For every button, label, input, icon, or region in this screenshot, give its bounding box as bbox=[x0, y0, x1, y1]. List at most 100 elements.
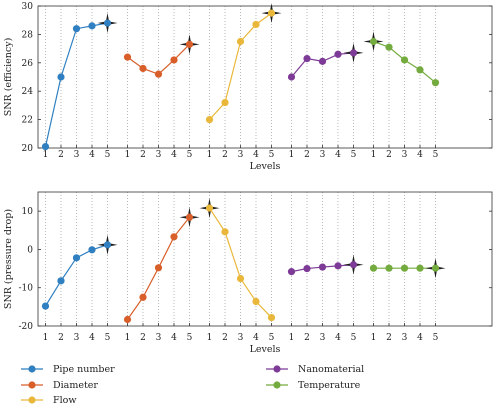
data-point bbox=[252, 20, 260, 29]
data-point bbox=[185, 40, 194, 48]
x-axis-label: Levels bbox=[250, 161, 281, 172]
data-point bbox=[123, 53, 132, 61]
legend-label: Flow bbox=[53, 395, 76, 406]
x-tick-label: 4 bbox=[335, 333, 341, 343]
x-tick-label: 4 bbox=[335, 150, 341, 160]
legend-label: Nanomaterial bbox=[298, 364, 364, 375]
data-point bbox=[303, 54, 311, 63]
data-point bbox=[385, 43, 393, 51]
data-point bbox=[103, 241, 112, 249]
series-nanomaterial bbox=[287, 42, 364, 81]
data-point bbox=[416, 264, 424, 272]
y-tick-label: 24 bbox=[22, 87, 34, 97]
data-point bbox=[41, 142, 50, 151]
x-tick-label: 5 bbox=[269, 150, 275, 160]
data-point bbox=[400, 56, 409, 64]
x-tick-label: 3 bbox=[402, 333, 408, 343]
data-point bbox=[57, 73, 65, 81]
y-tick-label: 28 bbox=[22, 30, 34, 40]
x-tick-label: 5 bbox=[187, 150, 193, 160]
x-tick-label: 2 bbox=[140, 333, 146, 343]
data-point bbox=[318, 263, 327, 271]
x-tick-label: 5 bbox=[105, 333, 111, 343]
x-tick-label: 2 bbox=[140, 150, 146, 160]
data-point bbox=[123, 315, 132, 324]
x-tick-label: 5 bbox=[433, 150, 439, 160]
series-diameter bbox=[123, 34, 200, 78]
data-point bbox=[287, 268, 296, 276]
x-tick-label: 2 bbox=[58, 333, 64, 343]
x-tick-label: 4 bbox=[417, 333, 423, 343]
data-point bbox=[349, 49, 358, 57]
data-point bbox=[303, 264, 311, 273]
x-tick-label: 1 bbox=[125, 333, 131, 343]
y-tick-label: 10 bbox=[22, 207, 34, 217]
data-point bbox=[318, 57, 327, 65]
legend-label: Pipe number bbox=[53, 364, 115, 375]
data-point bbox=[385, 264, 393, 272]
data-point bbox=[369, 37, 378, 46]
data-point bbox=[170, 233, 178, 241]
legend-swatch-marker bbox=[28, 365, 36, 373]
data-point bbox=[154, 70, 163, 78]
x-tick-label: 1 bbox=[207, 333, 213, 343]
series-flow bbox=[205, 3, 282, 124]
x-axis-label: Levels bbox=[250, 344, 281, 355]
x-tick-label: 4 bbox=[253, 333, 259, 343]
data-point bbox=[221, 98, 229, 107]
series-line-pipe-number bbox=[44, 244, 108, 307]
data-point bbox=[334, 50, 342, 58]
legend-item-pipe-number: Pipe number bbox=[21, 364, 115, 375]
x-tick-label: 3 bbox=[402, 150, 408, 160]
series-pipe-number bbox=[41, 13, 118, 151]
series-flow bbox=[199, 198, 276, 322]
series-nanomaterial bbox=[287, 254, 364, 276]
data-point bbox=[205, 116, 214, 124]
legend-item-temperature: Temperature bbox=[266, 380, 361, 391]
x-tick-label: 4 bbox=[171, 150, 177, 160]
x-tick-label: 3 bbox=[156, 333, 162, 343]
series-temperature bbox=[363, 31, 440, 87]
x-tick-label: 1 bbox=[43, 150, 49, 160]
y-tick-label: 30 bbox=[22, 2, 34, 12]
x-tick-label: 1 bbox=[207, 150, 213, 160]
x-tick-label: 4 bbox=[171, 333, 177, 343]
y-tick-label: 0 bbox=[27, 245, 33, 255]
x-tick-label: 5 bbox=[433, 333, 439, 343]
x-tick-label: 3 bbox=[156, 150, 162, 160]
x-tick-label: 2 bbox=[222, 150, 228, 160]
x-tick-label: 4 bbox=[89, 333, 95, 343]
data-point bbox=[205, 204, 214, 212]
data-point bbox=[349, 261, 358, 269]
data-point bbox=[236, 274, 245, 283]
data-point bbox=[221, 228, 229, 236]
x-tick-label: 2 bbox=[386, 150, 392, 160]
data-point bbox=[57, 277, 65, 285]
series-pipe-number bbox=[41, 234, 118, 310]
x-tick-label: 1 bbox=[371, 150, 377, 160]
x-tick-label: 3 bbox=[238, 150, 244, 160]
plot-frame bbox=[37, 5, 493, 149]
data-point bbox=[185, 213, 194, 221]
data-point bbox=[431, 264, 440, 272]
data-point bbox=[252, 297, 260, 306]
legend: Pipe number Diameter Flow Nanomaterial Tempe… bbox=[21, 364, 364, 406]
legend-item-diameter: Diameter bbox=[21, 380, 98, 391]
legend-swatch-marker bbox=[273, 365, 281, 373]
series-diameter bbox=[123, 207, 200, 324]
data-point bbox=[287, 73, 296, 81]
data-point bbox=[170, 56, 178, 64]
legend-swatch-marker bbox=[273, 381, 281, 389]
y-tick-label: -20 bbox=[19, 322, 34, 332]
x-tick-label: 3 bbox=[74, 333, 80, 343]
x-tick-label: 3 bbox=[320, 333, 326, 343]
data-point bbox=[267, 313, 276, 322]
x-tick-label: 4 bbox=[417, 150, 423, 160]
data-point bbox=[88, 246, 96, 254]
y-axis-label: SNR (efficiency) bbox=[3, 38, 14, 117]
x-tick-label: 5 bbox=[269, 333, 275, 343]
data-point bbox=[72, 25, 81, 33]
x-tick-label: 5 bbox=[105, 150, 111, 160]
